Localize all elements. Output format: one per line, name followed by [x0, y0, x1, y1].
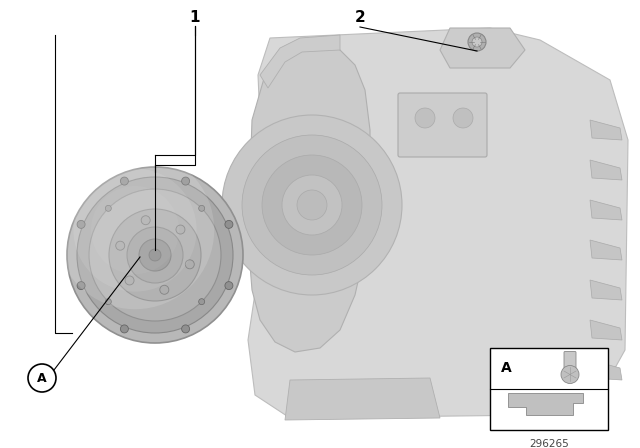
Circle shape: [74, 168, 196, 292]
Circle shape: [141, 216, 150, 225]
FancyBboxPatch shape: [398, 93, 487, 157]
Circle shape: [149, 249, 161, 261]
Circle shape: [176, 225, 185, 234]
Polygon shape: [590, 360, 622, 380]
Text: 1: 1: [189, 10, 200, 26]
Circle shape: [127, 227, 183, 283]
Circle shape: [77, 282, 85, 289]
Polygon shape: [590, 160, 622, 180]
FancyBboxPatch shape: [564, 352, 576, 374]
Polygon shape: [248, 28, 628, 418]
Circle shape: [120, 325, 129, 333]
Polygon shape: [590, 120, 622, 140]
Circle shape: [182, 325, 189, 333]
Polygon shape: [440, 28, 525, 68]
Circle shape: [56, 151, 214, 309]
Polygon shape: [590, 240, 622, 260]
Circle shape: [160, 285, 169, 294]
Circle shape: [89, 189, 221, 321]
Circle shape: [561, 366, 579, 383]
Circle shape: [297, 190, 327, 220]
Circle shape: [225, 282, 233, 289]
Text: A: A: [500, 362, 511, 375]
Circle shape: [182, 177, 189, 185]
Circle shape: [106, 205, 111, 211]
Circle shape: [222, 115, 402, 295]
Circle shape: [91, 186, 179, 274]
Circle shape: [125, 276, 134, 285]
Text: 2: 2: [355, 10, 365, 26]
Circle shape: [185, 260, 195, 269]
Circle shape: [468, 33, 486, 51]
Circle shape: [67, 167, 243, 343]
Circle shape: [77, 177, 233, 333]
Circle shape: [415, 108, 435, 128]
Text: A: A: [37, 371, 47, 384]
Circle shape: [453, 108, 473, 128]
Polygon shape: [590, 320, 622, 340]
Circle shape: [282, 175, 342, 235]
Text: 296265: 296265: [529, 439, 569, 448]
Circle shape: [225, 220, 233, 228]
Polygon shape: [260, 35, 340, 88]
Polygon shape: [285, 378, 440, 420]
Circle shape: [198, 205, 205, 211]
Polygon shape: [508, 393, 583, 415]
Polygon shape: [590, 200, 622, 220]
Circle shape: [28, 364, 56, 392]
Circle shape: [109, 209, 201, 301]
Circle shape: [198, 299, 205, 305]
FancyBboxPatch shape: [490, 348, 608, 430]
Circle shape: [120, 177, 129, 185]
Circle shape: [106, 299, 111, 305]
Circle shape: [77, 220, 85, 228]
Circle shape: [139, 239, 171, 271]
Circle shape: [242, 135, 382, 275]
Polygon shape: [248, 45, 370, 352]
Circle shape: [116, 241, 125, 250]
Circle shape: [472, 37, 482, 47]
Polygon shape: [590, 280, 622, 300]
Circle shape: [262, 155, 362, 255]
